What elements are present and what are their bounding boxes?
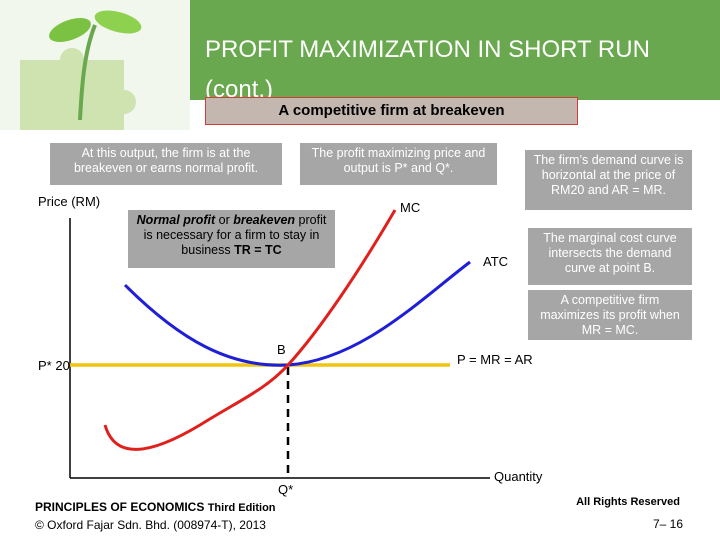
mc-curve [103, 209, 397, 451]
y-axis-label: Price (RM) [38, 194, 101, 209]
mc-label: MC [400, 200, 421, 215]
puzzle-piece [20, 48, 136, 130]
footer-rights: All Rights Reserved [576, 496, 680, 508]
point-label: B [277, 342, 286, 357]
title-banner [190, 0, 720, 100]
quantity-label: Q* [278, 482, 294, 497]
leaf [94, 10, 142, 34]
x-axis-label: Quantity [494, 469, 543, 484]
text: or [215, 213, 234, 227]
callout: The profit maximizing price and output i… [300, 143, 497, 185]
text: PRINCIPLES OF ECONOMICS [35, 500, 205, 514]
text: Normal profit [136, 213, 216, 227]
text: breakeven [233, 213, 296, 227]
text: TR = TC [234, 243, 282, 257]
footer-book: PRINCIPLES OF ECONOMICS Third Edition [35, 500, 276, 514]
subtitle: A competitive firm at breakeven [205, 97, 578, 125]
callout: The firm’s demand curve is horizontal at… [525, 150, 692, 210]
price-label: P* 20 [38, 358, 70, 373]
demand-label: P = MR = AR [457, 352, 533, 367]
atc-label: ATC [483, 254, 509, 269]
text: profit is necessary for a firm to stay i… [143, 213, 327, 257]
callout: Normal profit or breakeven profit is nec… [128, 210, 335, 268]
leaf [49, 17, 91, 43]
plant-stem [78, 24, 97, 121]
callout: At this output, the firm is at the break… [50, 143, 282, 185]
callout: A competitive firm maximizes its profit … [528, 290, 692, 340]
callout: The marginal cost curve intersects the d… [528, 228, 692, 285]
page-number: 7– 16 [652, 517, 683, 531]
footer-copyright: © Oxford Fajar Sdn. Bhd. (008974-T), 201… [35, 518, 266, 532]
atc-curve [123, 260, 471, 367]
text: Third Edition [207, 502, 276, 514]
